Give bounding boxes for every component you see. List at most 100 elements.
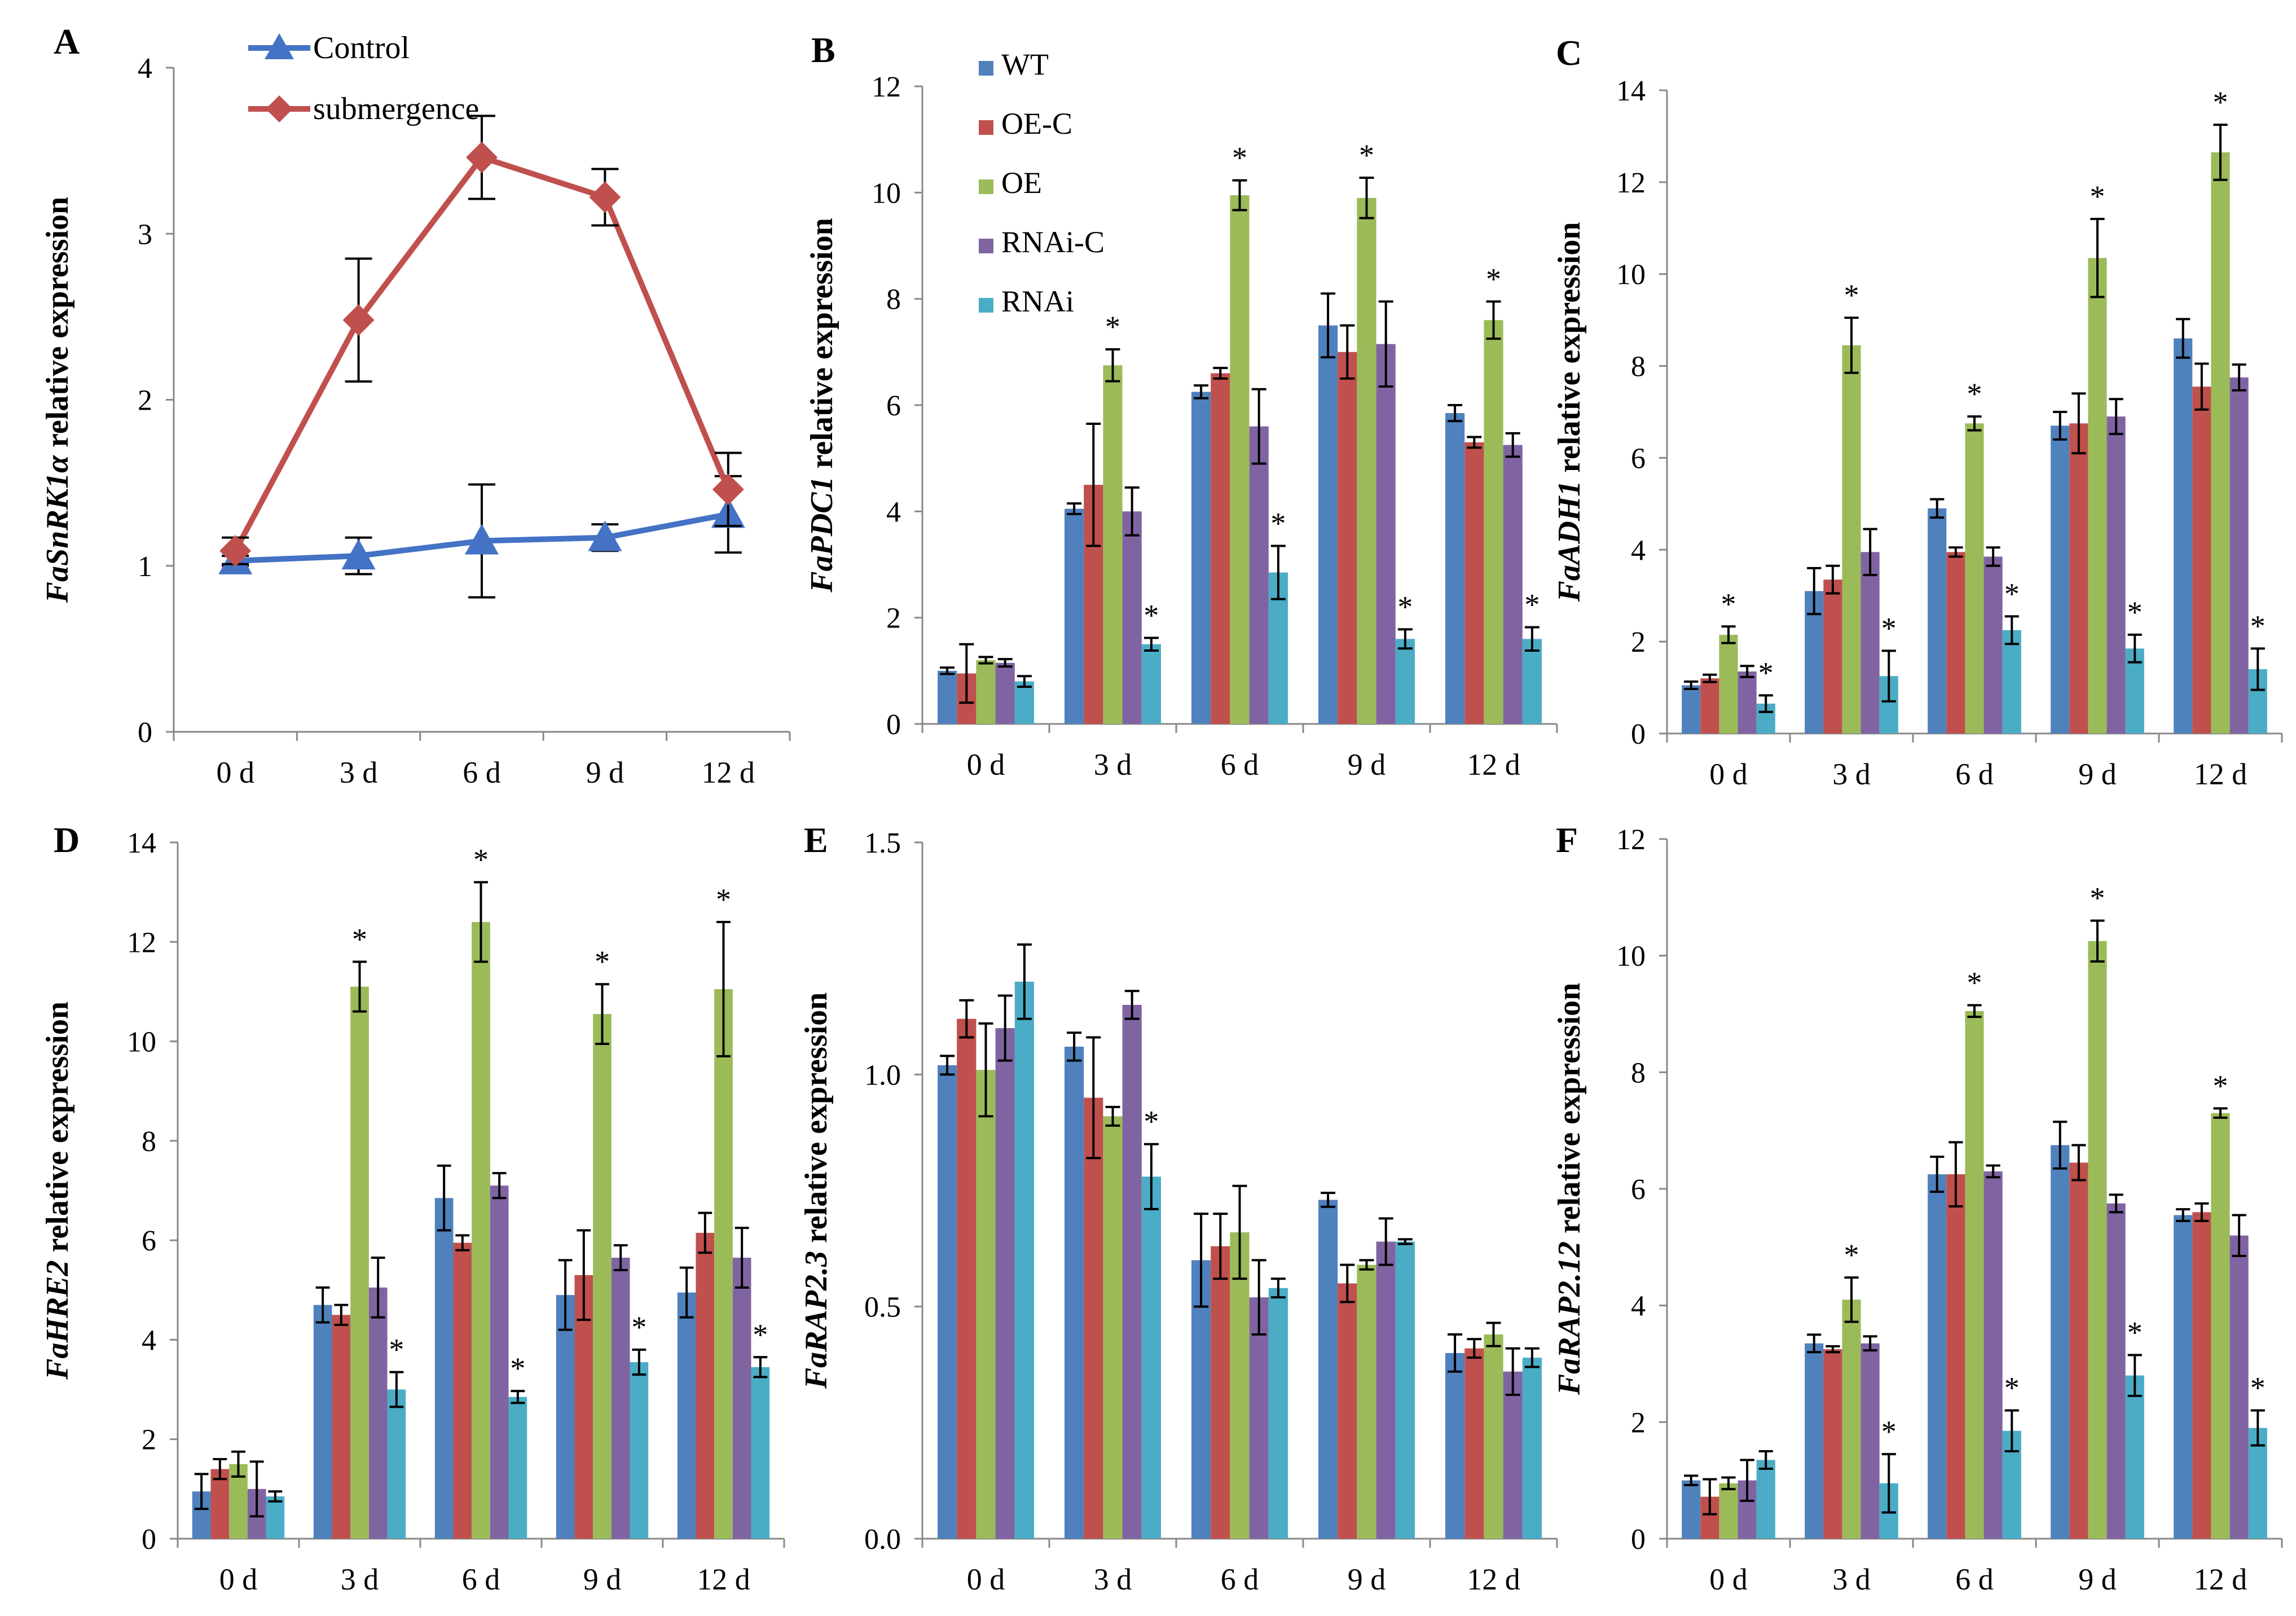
panel-c-y-tick-label: 14	[1616, 75, 1646, 107]
panel-c-significance-oe-12-d: *	[2213, 85, 2228, 119]
panel-f-bar-wt-9-d	[2051, 1145, 2070, 1539]
panel-b-x-tick-label: 9 d	[1348, 748, 1386, 781]
panel-b-significance-rnai-12-d: *	[1524, 588, 1540, 622]
panel-a-x-tick-label: 0 d	[216, 756, 254, 789]
panel-f-x-tick-label: 3 d	[1832, 1562, 1871, 1596]
legend-swatch-wt	[979, 61, 993, 76]
panel-f-panel-label: F	[1556, 820, 1578, 860]
panel-b-bar-rnai-9-d	[1395, 639, 1415, 724]
panel-d-panel-label: D	[54, 820, 80, 860]
panel-d-bar-rnai-c-3-d	[368, 1287, 388, 1539]
panel-b-significance-rnai-3-d: *	[1143, 598, 1159, 632]
panel-c-x-tick-label: 0 d	[1709, 757, 1748, 791]
panel-b-significance-oe-9-d: *	[1359, 138, 1374, 172]
legend-swatch-rnai	[979, 298, 993, 313]
panel-e-bar-oe-0-d	[976, 1070, 996, 1539]
panel-f-bar-oe-0-d	[1719, 1483, 1738, 1539]
panel-a-y-tick-label: 4	[138, 52, 152, 85]
panel-b-bar-oe-c-6-d	[1211, 373, 1230, 724]
panel-b-bar-oe-c-9-d	[1338, 352, 1357, 724]
panel-b-bar-oe-6-d	[1230, 195, 1250, 724]
panel-e-bar-rnai-6-d	[1268, 1288, 1288, 1539]
panel-e-bar-rnai-0-d	[1014, 981, 1034, 1539]
panel-f-bar-wt-12-d	[2174, 1215, 2193, 1539]
panel-e-y-axis-title: FaRAP2.3 relative expression	[799, 993, 834, 1390]
panel-b-y-tick-label: 6	[886, 390, 901, 422]
panel-c-bar-wt-9-d	[2051, 425, 2070, 734]
panel-e-bar-oe-c-0-d	[957, 1018, 977, 1539]
panel-c-bar-oe-c-6-d	[1946, 552, 1965, 734]
panel-b-significance-rnai-9-d: *	[1397, 590, 1413, 623]
panel-d-bar-oe-9-d	[593, 1014, 612, 1539]
panel-b-y-tick-label: 8	[886, 284, 901, 316]
panel-f-bar-rnai-0-d	[1756, 1460, 1775, 1539]
panel-e-y-tick-label: 1.0	[864, 1059, 901, 1091]
panel-e-x-tick-label: 9 d	[1348, 1562, 1386, 1596]
panel-b-panel-label: B	[811, 30, 835, 70]
panel-f-y-tick-label: 8	[1631, 1057, 1646, 1089]
legend-a-label-control: Control	[313, 30, 410, 65]
panel-c-y-axis-title: FaADH1 relative expression	[1552, 222, 1587, 602]
panel-c-bar-oe-c-9-d	[2069, 423, 2088, 734]
panel-c-bar-rnai-c-12-d	[2229, 377, 2249, 734]
panel-d-bar-wt-6-d	[434, 1198, 454, 1539]
panel-c-panel-label: C	[1556, 33, 1582, 73]
panel-e-bar-rnai-c-9-d	[1376, 1241, 1396, 1539]
panel-f-x-tick-label: 6 d	[1955, 1562, 1994, 1596]
panel-c-significance-rnai-12-d: *	[2250, 609, 2266, 643]
panel-d-y-tick-label: 8	[142, 1126, 156, 1158]
panel-d-bar-wt-3-d	[313, 1305, 332, 1539]
panel-a-y-tick-label: 1	[138, 551, 152, 583]
panel-b-bar-oe-3-d	[1103, 365, 1123, 724]
panel-c-bar-oe-c-3-d	[1823, 579, 1842, 734]
panel-b-bar-rnai-c-6-d	[1249, 426, 1269, 724]
panel-c-x-tick-label: 3 d	[1832, 757, 1871, 791]
panel-c-bar-rnai-c-9-d	[2106, 416, 2126, 734]
panel-c-significance-oe-0-d: *	[1721, 587, 1736, 621]
legend-swatch-oe	[979, 179, 993, 194]
panel-d-significance-oe-9-d: *	[595, 945, 610, 978]
legend-label-rnai-c: RNAi-C	[1001, 225, 1105, 259]
panel-c-y-tick-label: 4	[1631, 534, 1646, 567]
panel-d-bar-oe-c-6-d	[453, 1242, 472, 1539]
legend-a-marker-submergence	[266, 95, 293, 122]
legend-label-oe: OE	[1001, 166, 1042, 200]
panel-c-significance-rnai-0-d: *	[1758, 656, 1774, 690]
panel-e-bar-oe-c-12-d	[1464, 1348, 1484, 1539]
panel-a-panel-label: A	[54, 21, 80, 62]
panel-c-y-tick-label: 12	[1616, 167, 1646, 199]
panel-d-y-tick-label: 2	[142, 1424, 156, 1456]
panel-b-y-tick-label: 12	[872, 71, 901, 103]
panel-a-marker-control-3-d	[341, 539, 376, 570]
panel-c-x-tick-label: 12 d	[2194, 757, 2247, 791]
panel-d-bar-oe-12-d	[714, 989, 733, 1539]
panel-f-bar-rnai-c-9-d	[2106, 1203, 2126, 1539]
panel-c-y-tick-label: 0	[1631, 718, 1646, 750]
panel-c-bar-oe-9-d	[2088, 258, 2107, 734]
panel-d-x-tick-label: 0 d	[219, 1562, 258, 1596]
panel-b-x-tick-label: 0 d	[967, 748, 1005, 781]
panel-e-bar-rnai-c-3-d	[1122, 1004, 1142, 1539]
panel-c-significance-rnai-6-d: *	[2004, 577, 2020, 611]
panel-b-bar-rnai-3-d	[1141, 644, 1161, 724]
panel-f-bar-oe-6-d	[1965, 1011, 1984, 1539]
panel-d-bar-oe-6-d	[472, 922, 490, 1539]
panel-d-y-tick-label: 14	[127, 827, 156, 859]
panel-d-x-tick-label: 9 d	[583, 1562, 622, 1596]
panel-c-bar-rnai-c-3-d	[1860, 552, 1880, 734]
panel-a-marker-submergence-3-d	[342, 304, 375, 336]
panel-e-y-tick-label: 0.5	[864, 1292, 901, 1324]
panel-f-bar-rnai-c-3-d	[1860, 1343, 1880, 1539]
panel-b-bar-wt-0-d	[938, 670, 957, 724]
panel-f-significance-oe-9-d: *	[2090, 881, 2105, 915]
panel-c-y-tick-label: 2	[1631, 626, 1646, 658]
panel-d-bar-rnai-c-6-d	[490, 1185, 509, 1539]
panel-e-bar-rnai-c-6-d	[1249, 1297, 1269, 1539]
panel-d-significance-oe-6-d: *	[473, 843, 489, 877]
panel-d-bar-oe-c-3-d	[332, 1315, 351, 1539]
panel-d-bar-rnai-c-9-d	[611, 1257, 630, 1539]
panel-d-significance-rnai-12-d: *	[753, 1318, 768, 1351]
panel-e-bar-rnai-c-12-d	[1503, 1371, 1523, 1539]
panel-b-bar-rnai-12-d	[1522, 639, 1542, 724]
